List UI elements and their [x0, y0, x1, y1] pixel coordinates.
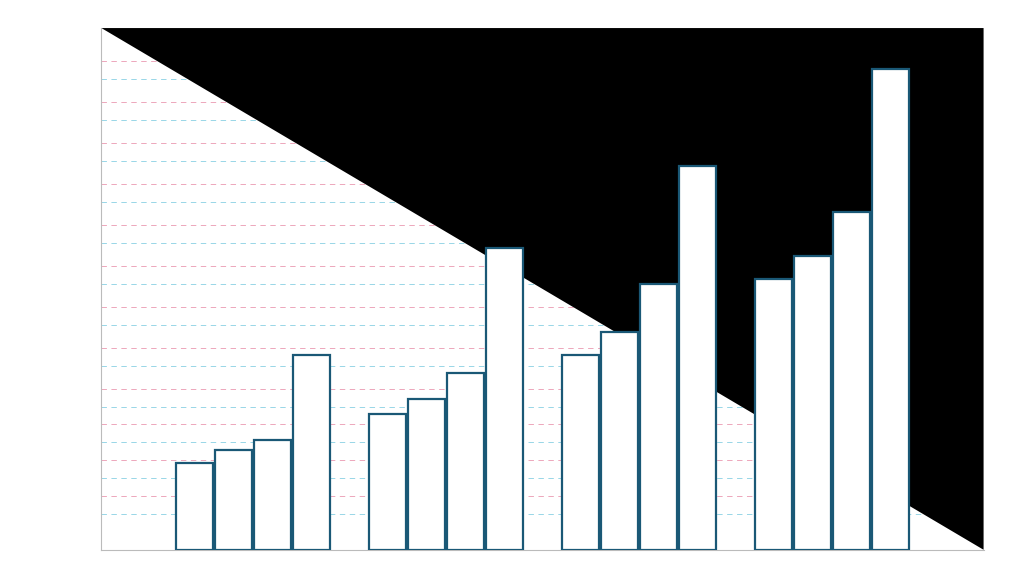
Bar [369, 414, 406, 550]
Bar [447, 373, 484, 550]
Bar [215, 450, 252, 550]
Bar [872, 69, 909, 550]
Polygon shape [101, 28, 984, 550]
Bar [832, 212, 870, 550]
Bar [176, 463, 213, 550]
Bar [255, 440, 291, 550]
Bar [754, 279, 792, 550]
Bar [562, 356, 599, 550]
Bar [409, 399, 445, 550]
Bar [679, 166, 716, 550]
Bar [640, 284, 676, 550]
Bar [601, 332, 638, 550]
Bar [293, 356, 331, 550]
Bar [486, 248, 523, 550]
Bar [794, 256, 830, 550]
